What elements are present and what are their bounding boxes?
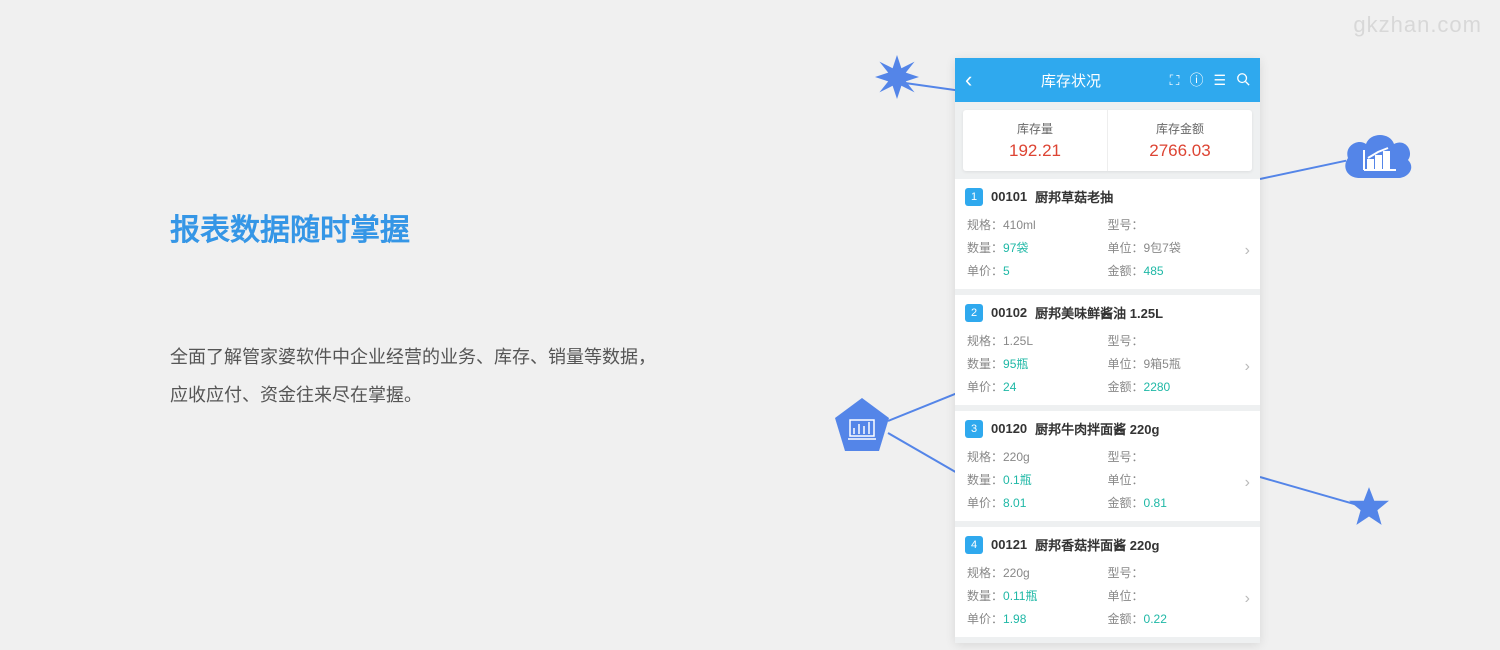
chevron-right-icon: ›: [1245, 590, 1250, 608]
model: 型号：: [1108, 216, 1249, 233]
qty: 数量：0.1瓶: [967, 471, 1108, 488]
phone-header: ‹ 库存状况 ⛶ ⓘ ☰: [955, 58, 1260, 102]
item-code: 00120: [991, 421, 1027, 436]
item-name: 厨邦美味鲜酱油 1.25L: [1035, 303, 1163, 322]
item-number-badge: 2: [965, 304, 983, 322]
price: 单价：24: [967, 378, 1108, 395]
item-body: 规格：220g型号：数量：0.1瓶单位：单价：8.01金额：0.81 ›: [955, 444, 1260, 521]
spec: 规格：220g: [967, 448, 1108, 465]
connector-line: [888, 432, 958, 474]
header-icons: ⛶ ⓘ ☰: [1170, 70, 1250, 90]
item-name: 厨邦香菇拌面酱 220g: [1035, 535, 1159, 554]
qty: 数量：0.11瓶: [967, 587, 1108, 604]
spec: 规格：1.25L: [967, 332, 1108, 349]
item-name: 厨邦草菇老抽: [1035, 187, 1113, 206]
watermark: gkzhan.com: [1353, 12, 1482, 38]
burst-icon: [875, 55, 919, 99]
phone-mock: ‹ 库存状况 ⛶ ⓘ ☰ 库存量 192.21 库存金额 2766.03 1 00…: [955, 58, 1260, 643]
back-icon[interactable]: ‹: [965, 67, 972, 93]
amount: 金额：0.81: [1108, 494, 1249, 511]
qty: 数量：95瓶: [967, 355, 1108, 372]
list-icon[interactable]: ☰: [1213, 72, 1226, 89]
chevron-right-icon: ›: [1245, 358, 1250, 376]
chevron-right-icon: ›: [1245, 474, 1250, 492]
chevron-right-icon: ›: [1245, 242, 1250, 260]
price: 单价：1.98: [967, 610, 1108, 627]
connector-line: [888, 392, 958, 422]
scan-icon[interactable]: ⛶: [1170, 72, 1180, 89]
model: 型号：: [1108, 564, 1249, 581]
spec: 规格：220g: [967, 564, 1108, 581]
amount: 金额：485: [1108, 262, 1249, 279]
list-item[interactable]: 3 00120 厨邦牛肉拌面酱 220g 规格：220g型号：数量：0.1瓶单位：单价…: [955, 411, 1260, 521]
unit: 单位：9包7袋: [1108, 239, 1249, 256]
connector-line: [1260, 160, 1346, 180]
item-head: 4 00121 厨邦香菇拌面酱 220g: [955, 527, 1260, 560]
spec: 规格：410ml: [967, 216, 1108, 233]
item-list: 100101厨邦草菇老抽规格：410ml型号：数量：97袋单位：9包7袋单价：5…: [955, 179, 1260, 637]
heading: 报表数据随时掌握: [170, 205, 670, 249]
item-head: 1 00101 厨邦草菇老抽: [955, 179, 1260, 212]
price: 单价：5: [967, 262, 1108, 279]
left-content: 报表数据随时掌握 全面了解管家婆软件中企业经营的业务、库存、销量等数据，应收应付…: [170, 205, 670, 415]
item-name: 厨邦牛肉拌面酱 220g: [1035, 419, 1159, 438]
item-body: 规格：1.25L型号：数量：95瓶单位：9箱5瓶单价：24金额：2280 ›: [955, 328, 1260, 405]
item-code: 00121: [991, 537, 1027, 552]
unit: 单位：: [1108, 471, 1249, 488]
search-icon[interactable]: [1236, 72, 1250, 89]
connector-line: [1260, 476, 1357, 505]
pentagon-chart-icon: [832, 396, 892, 456]
model: 型号：: [1108, 332, 1249, 349]
item-body: 规格：410ml型号：数量：97袋单位：9包7袋单价：5金额：485 ›: [955, 212, 1260, 289]
phone-title: 库存状况: [972, 70, 1169, 91]
description: 全面了解管家婆软件中企业经营的业务、库存、销量等数据，应收应付、资金往来尽在掌握…: [170, 339, 670, 415]
item-number-badge: 3: [965, 420, 983, 438]
item-number-badge: 1: [965, 188, 983, 206]
unit: 单位：9箱5瓶: [1108, 355, 1249, 372]
item-head: 3 00120 厨邦牛肉拌面酱 220g: [955, 411, 1260, 444]
qty: 数量：97袋: [967, 239, 1108, 256]
info-icon[interactable]: ⓘ: [1189, 70, 1203, 90]
unit: 单位：: [1108, 587, 1249, 604]
item-number-badge: 4: [965, 536, 983, 554]
cloud-chart-icon: [1340, 128, 1416, 188]
summary-stock-amount[interactable]: 库存金额 2766.03: [1108, 110, 1252, 171]
amount: 金额：2280: [1108, 378, 1249, 395]
summary-row: 库存量 192.21 库存金额 2766.03: [963, 110, 1252, 171]
summary-value: 192.21: [963, 141, 1107, 161]
list-item[interactable]: 2 00102 厨邦美味鲜酱油 1.25L 规格：1.25L型号：数量：95瓶单位：9…: [955, 295, 1260, 405]
item-body: 规格：220g型号：数量：0.11瓶单位：单价：1.98金额：0.22 ›: [955, 560, 1260, 637]
item-head: 2 00102 厨邦美味鲜酱油 1.25L: [955, 295, 1260, 328]
item-code: 00102: [991, 305, 1027, 320]
list-item[interactable]: 1 00101 厨邦草菇老抽规格：410ml型号：数量：97袋单位：9包7袋单价：5…: [955, 179, 1260, 289]
model: 型号：: [1108, 448, 1249, 465]
list-item[interactable]: 4 00121 厨邦香菇拌面酱 220g 规格：220g型号：数量：0.11瓶单位：单…: [955, 527, 1260, 637]
summary-value: 2766.03: [1108, 141, 1252, 161]
price: 单价：8.01: [967, 494, 1108, 511]
amount: 金额：0.22: [1108, 610, 1249, 627]
star-icon: [1348, 485, 1390, 527]
summary-label: 库存金额: [1108, 120, 1252, 137]
summary-label: 库存量: [963, 120, 1107, 137]
item-code: 00101: [991, 189, 1027, 204]
summary-stock-qty[interactable]: 库存量 192.21: [963, 110, 1108, 171]
